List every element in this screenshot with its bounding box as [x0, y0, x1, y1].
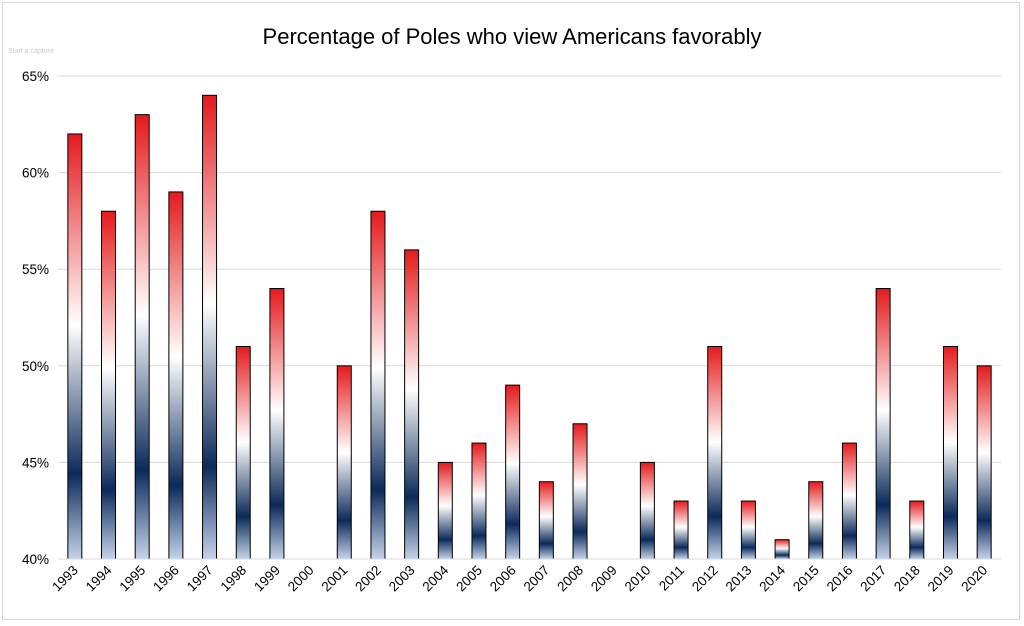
x-tick-label: 2001: [319, 563, 351, 595]
x-tick-label: 2011: [656, 563, 687, 594]
bar: [336, 365, 352, 560]
bar: [841, 442, 857, 560]
bar: [471, 442, 487, 560]
x-tick-label: 2016: [824, 563, 856, 595]
x-tick-label: 2015: [790, 563, 822, 595]
bar: [168, 191, 184, 560]
x-tick-label: 2018: [891, 563, 923, 595]
x-tick-label: 1997: [184, 563, 216, 595]
x-tick-label: 2014: [756, 562, 788, 594]
bar: [101, 210, 117, 560]
x-tick-label: 2009: [588, 563, 620, 595]
y-tick-label: 60%: [22, 166, 49, 181]
bar: [404, 249, 420, 560]
bar: [707, 345, 723, 560]
bar: [572, 423, 588, 560]
y-tick-label: 50%: [22, 359, 49, 374]
x-tick-label: 2004: [420, 562, 452, 594]
bar: [538, 481, 554, 560]
y-tick-label: 55%: [22, 262, 49, 277]
bar: [202, 94, 218, 560]
chart-title: Percentage of Poles who view Americans f…: [262, 24, 762, 49]
y-tick-label: 40%: [22, 552, 49, 567]
x-tick-label: 2007: [521, 563, 553, 595]
bar: [370, 210, 386, 560]
x-tick-label: 1999: [251, 563, 283, 595]
x-tick-label: 2008: [554, 563, 586, 595]
x-tick-label: 2005: [453, 563, 485, 595]
x-tick-label: 1993: [49, 563, 81, 595]
capture-hint: Start a capture: [8, 48, 54, 55]
x-tick-label: 2019: [925, 563, 957, 595]
bar: [909, 500, 925, 560]
x-tick-label: 2003: [386, 563, 418, 595]
x-tick-label: 2013: [723, 563, 755, 595]
bar: [808, 481, 824, 560]
x-tick-label: 1994: [83, 562, 115, 594]
x-tick-label: 2002: [352, 563, 384, 595]
x-tick-label: 1995: [116, 563, 148, 595]
x-tick-label: 2017: [857, 563, 889, 595]
bar: [639, 461, 655, 560]
x-tick-label: 2020: [958, 563, 990, 595]
x-tick-label: 1996: [150, 563, 182, 595]
bar: [269, 288, 285, 560]
x-tick-label: 2010: [622, 563, 654, 595]
x-tick-label: 2000: [285, 563, 317, 595]
bar: [976, 365, 992, 560]
bar: [235, 345, 251, 560]
bar: [875, 288, 891, 560]
bar: [942, 345, 958, 560]
bar: [740, 500, 756, 560]
x-tick-label: 2006: [487, 563, 519, 595]
bar: [774, 539, 790, 560]
bar: [673, 500, 689, 560]
bar: [437, 461, 453, 560]
x-tick-label: 1998: [218, 563, 250, 595]
bar: [505, 384, 521, 560]
bar: [134, 114, 150, 560]
y-tick-label: 65%: [22, 69, 49, 84]
x-tick-label: 2012: [689, 563, 721, 595]
y-tick-label: 45%: [22, 455, 49, 470]
bar: [67, 133, 83, 560]
